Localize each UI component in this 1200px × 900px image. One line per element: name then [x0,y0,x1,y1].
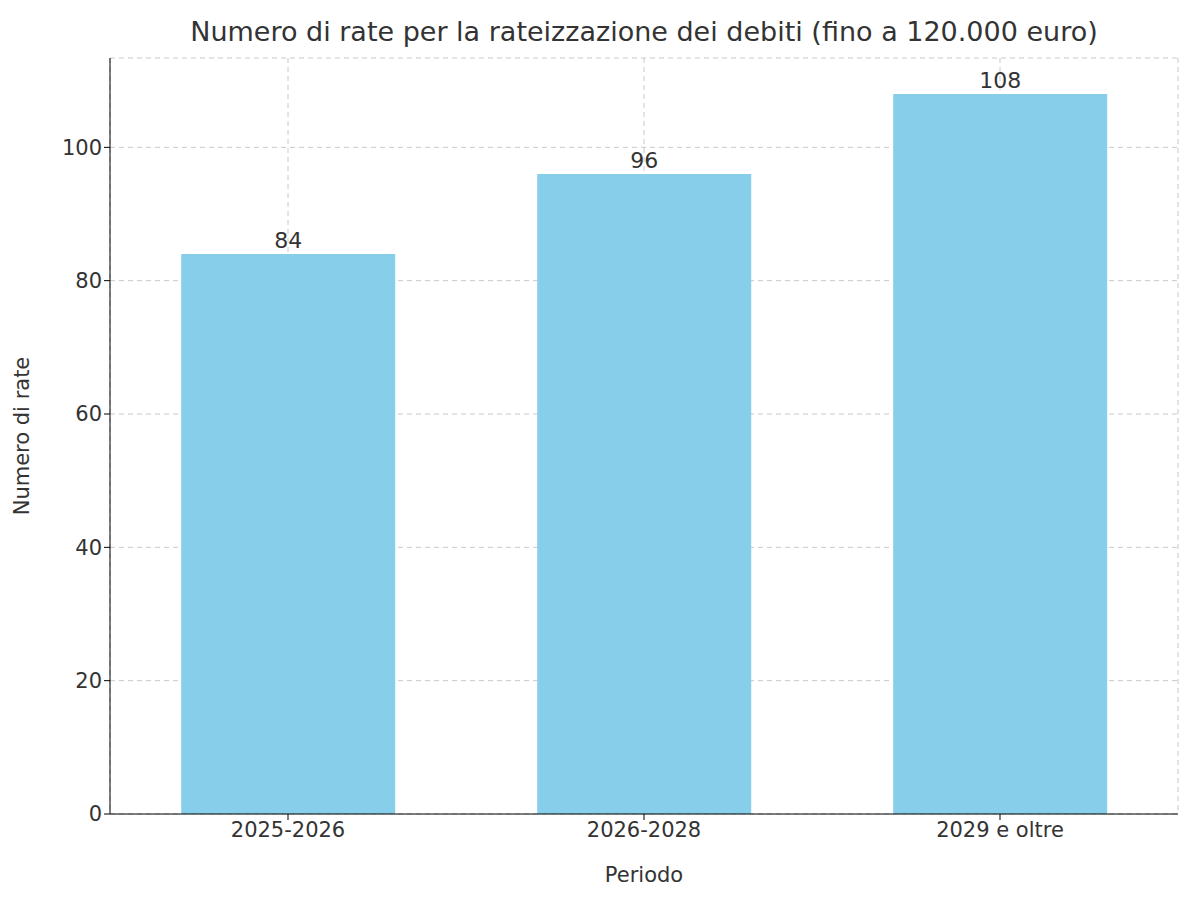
svg-text:100: 100 [62,136,102,160]
svg-text:2026-2028: 2026-2028 [587,818,701,842]
svg-text:20: 20 [75,669,102,693]
svg-text:40: 40 [75,536,102,560]
svg-text:84: 84 [274,228,302,253]
svg-text:2025-2026: 2025-2026 [231,818,345,842]
svg-text:Periodo: Periodo [605,863,683,887]
html-text:Numero di rate per la rateizza: Numero di rate per la rateizzazione dei … [190,16,1098,47]
svg-text:96: 96 [630,148,658,173]
svg-text:0: 0 [89,802,102,826]
svg-text:108: 108 [979,68,1021,93]
svg-text:80: 80 [75,269,102,293]
svg-text:2029 e oltre: 2029 e oltre [936,818,1064,842]
svg-text:Numero di rate: Numero di rate [10,357,34,516]
svg-text:60: 60 [75,402,102,426]
